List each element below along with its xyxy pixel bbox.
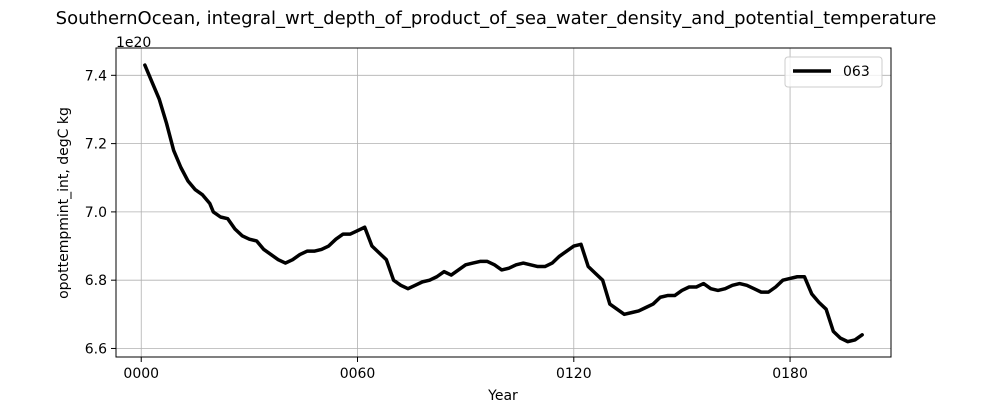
grid-lines (116, 48, 891, 357)
x-tick-label: 0120 (556, 366, 592, 382)
x-tick-label: 0180 (772, 366, 808, 382)
y-tick-label: 6.8 (85, 273, 107, 289)
y-axis-label: opottempmint_int, degC kg (56, 107, 72, 299)
chart-title: SouthernOcean, integral_wrt_depth_of_pro… (56, 8, 937, 29)
y-tick-label: 6.6 (85, 341, 107, 357)
y-offset-label: 1e20 (116, 35, 151, 51)
x-axis-label: Year (487, 388, 518, 404)
series-line-063 (143, 63, 864, 344)
axis-ticks: 0000 0060 0120 0180 6.6 6.8 7.0 7.2 7.4 (85, 68, 808, 382)
legend-box (784, 56, 883, 88)
x-tick-label: 0060 (340, 366, 376, 382)
series-layer (143, 63, 864, 344)
y-tick-label: 7.0 (85, 205, 107, 221)
legend: 063 (784, 56, 883, 88)
plot-area (115, 47, 892, 358)
y-tick-label: 7.2 (85, 137, 107, 153)
y-tick-label: 7.4 (85, 68, 107, 84)
legend-label: 063 (843, 64, 870, 80)
x-tick-label: 0000 (123, 366, 159, 382)
